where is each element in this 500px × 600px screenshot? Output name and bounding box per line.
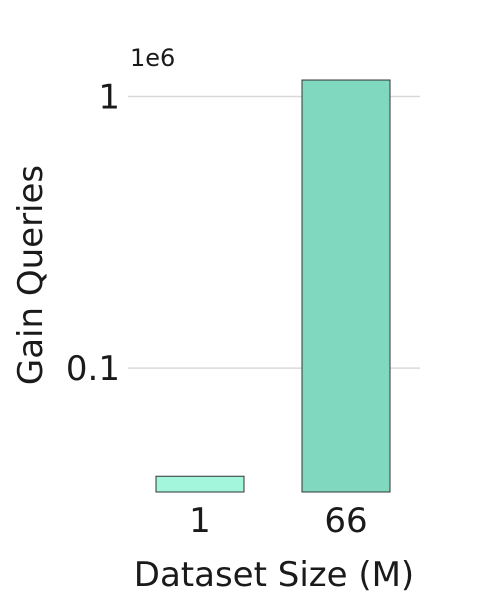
x-axis-title: Dataset Size (M) [134, 555, 414, 595]
x-tick-labels: 1 66 [189, 501, 367, 541]
y-axis-title: Gain Queries [11, 165, 51, 385]
bar-1 [155, 475, 245, 493]
y-tick-label: 0.1 [66, 349, 120, 389]
y-tick-label: 1 [98, 78, 120, 118]
bar-66 [301, 79, 391, 493]
y-axis-exponent-label: 1e6 [130, 44, 175, 72]
x-tick-label: 66 [324, 501, 367, 541]
bars [155, 79, 391, 493]
y-tick-labels: 10.1 [66, 78, 120, 390]
x-tick-label: 1 [189, 501, 211, 541]
